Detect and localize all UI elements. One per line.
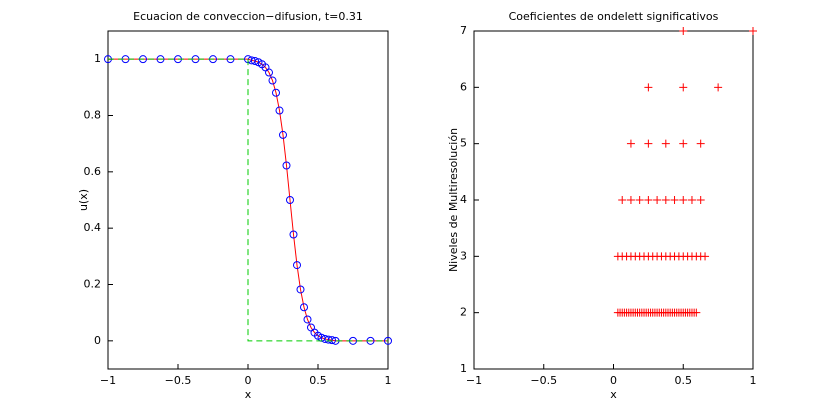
- x-axis-label: x: [245, 388, 252, 401]
- x-axis-label: x: [610, 388, 617, 401]
- x-tick-label: −1: [466, 374, 482, 387]
- y-tick-label: 5: [460, 137, 467, 150]
- data-point: [384, 336, 392, 345]
- data-point: [679, 83, 688, 92]
- data-point: [670, 196, 679, 204]
- y-tick-label: 7: [460, 24, 467, 37]
- data-point: [251, 57, 259, 66]
- data-point: [714, 83, 723, 92]
- subplot: Coeficientes de ondelett significativos x…: [447, 10, 757, 401]
- data-point: [293, 261, 301, 270]
- data-point: [618, 196, 627, 204]
- data-point: [644, 83, 653, 92]
- data-point: [696, 139, 705, 148]
- data-point: [661, 196, 670, 204]
- chart-title: Coeficientes de ondelett significativos: [509, 10, 719, 23]
- x-tick-label: −0.5: [530, 374, 557, 387]
- data-point: [282, 161, 291, 170]
- data-line: [108, 58, 388, 342]
- data-point: [701, 252, 710, 261]
- data-point: [679, 27, 688, 35]
- data-point: [644, 139, 653, 148]
- x-tick-label: −1: [100, 374, 116, 387]
- data-point: [289, 230, 298, 239]
- plot-frame: [473, 30, 754, 370]
- chart-title: Ecuacion de conveccion−difusion, t=0.31: [133, 10, 363, 23]
- x-tick-label: 0.5: [675, 374, 693, 387]
- x-tick-label: 1: [385, 374, 392, 387]
- data-point: [300, 303, 308, 312]
- data-point: [749, 27, 757, 35]
- x-tick-label: 0: [610, 374, 617, 387]
- y-tick-label: 0: [94, 334, 101, 347]
- data-point: [679, 196, 688, 204]
- data-point: [626, 139, 635, 148]
- data-point: [644, 196, 653, 204]
- y-tick-label: 1: [94, 52, 101, 65]
- data-point: [679, 139, 688, 148]
- data-point: [696, 196, 705, 204]
- subplot: Ecuacion de conveccion−difusion, t=0.31 x…: [77, 10, 392, 401]
- data-point: [296, 285, 305, 294]
- y-axis-label: Niveles de Multiresolución: [447, 128, 460, 272]
- data-point: [303, 315, 312, 324]
- y-tick-label: 0.4: [84, 221, 102, 234]
- data-point: [279, 130, 287, 139]
- data-point: [692, 308, 701, 317]
- y-tick-label: 0.8: [84, 109, 102, 122]
- y-tick-label: 4: [460, 193, 467, 206]
- data-point: [328, 336, 336, 345]
- y-tick-label: 1: [460, 362, 467, 375]
- data-point: [272, 88, 280, 97]
- data-point: [626, 196, 635, 204]
- data-point: [265, 68, 273, 77]
- y-axis-label: u(x): [77, 189, 90, 211]
- x-tick-label: 1: [750, 374, 757, 387]
- y-tick-label: 2: [460, 306, 467, 319]
- x-tick-label: 0.5: [309, 374, 327, 387]
- data-point: [286, 196, 294, 204]
- y-tick-label: 6: [460, 80, 467, 93]
- y-tick-label: 3: [460, 249, 467, 262]
- data-point: [635, 196, 644, 204]
- data-point: [661, 139, 670, 148]
- y-tick-label: 0.6: [84, 165, 102, 178]
- data-point: [268, 76, 277, 85]
- x-tick-label: −0.5: [165, 374, 192, 387]
- data-point: [687, 196, 696, 204]
- data-point: [653, 196, 662, 204]
- x-tick-label: 0: [245, 374, 252, 387]
- y-tick-label: 0.2: [84, 278, 102, 291]
- data-point: [275, 106, 284, 115]
